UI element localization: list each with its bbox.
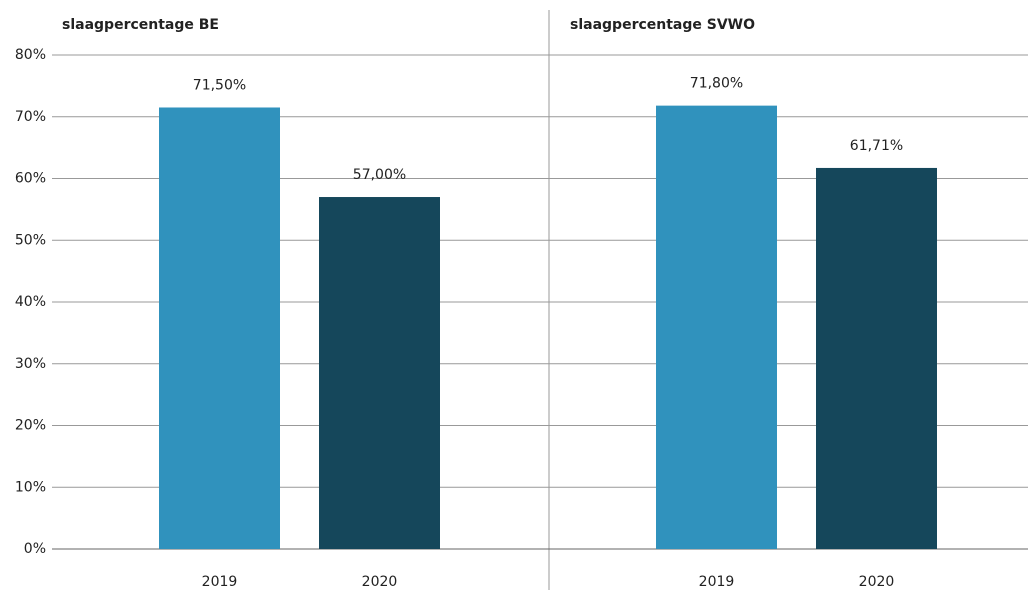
x-tick-label: 2020 (859, 574, 895, 590)
value-label: 71,50% (193, 77, 246, 93)
y-tick-label: 30% (15, 356, 46, 372)
value-label: 57,00% (353, 167, 406, 183)
value-label: 71,80% (690, 76, 743, 92)
bar (319, 197, 440, 549)
x-tick-label: 2019 (202, 574, 238, 590)
bar (159, 107, 280, 550)
y-tick-label: 20% (15, 418, 46, 434)
y-tick-label: 0% (24, 541, 46, 557)
panel-title: slaagpercentage SVWO (570, 17, 755, 33)
value-label: 61,71% (850, 138, 903, 154)
y-tick-label: 80% (15, 47, 46, 63)
y-tick-label: 60% (15, 171, 46, 187)
bar (656, 105, 777, 549)
y-tick-label: 40% (15, 294, 46, 310)
bar (816, 167, 937, 550)
x-tick-label: 2020 (362, 574, 398, 590)
x-tick-label: 2019 (699, 574, 735, 590)
y-tick-label: 50% (15, 232, 46, 248)
y-tick-label: 70% (15, 109, 46, 125)
y-tick-label: 10% (15, 479, 46, 495)
panel-title: slaagpercentage BE (62, 17, 219, 33)
